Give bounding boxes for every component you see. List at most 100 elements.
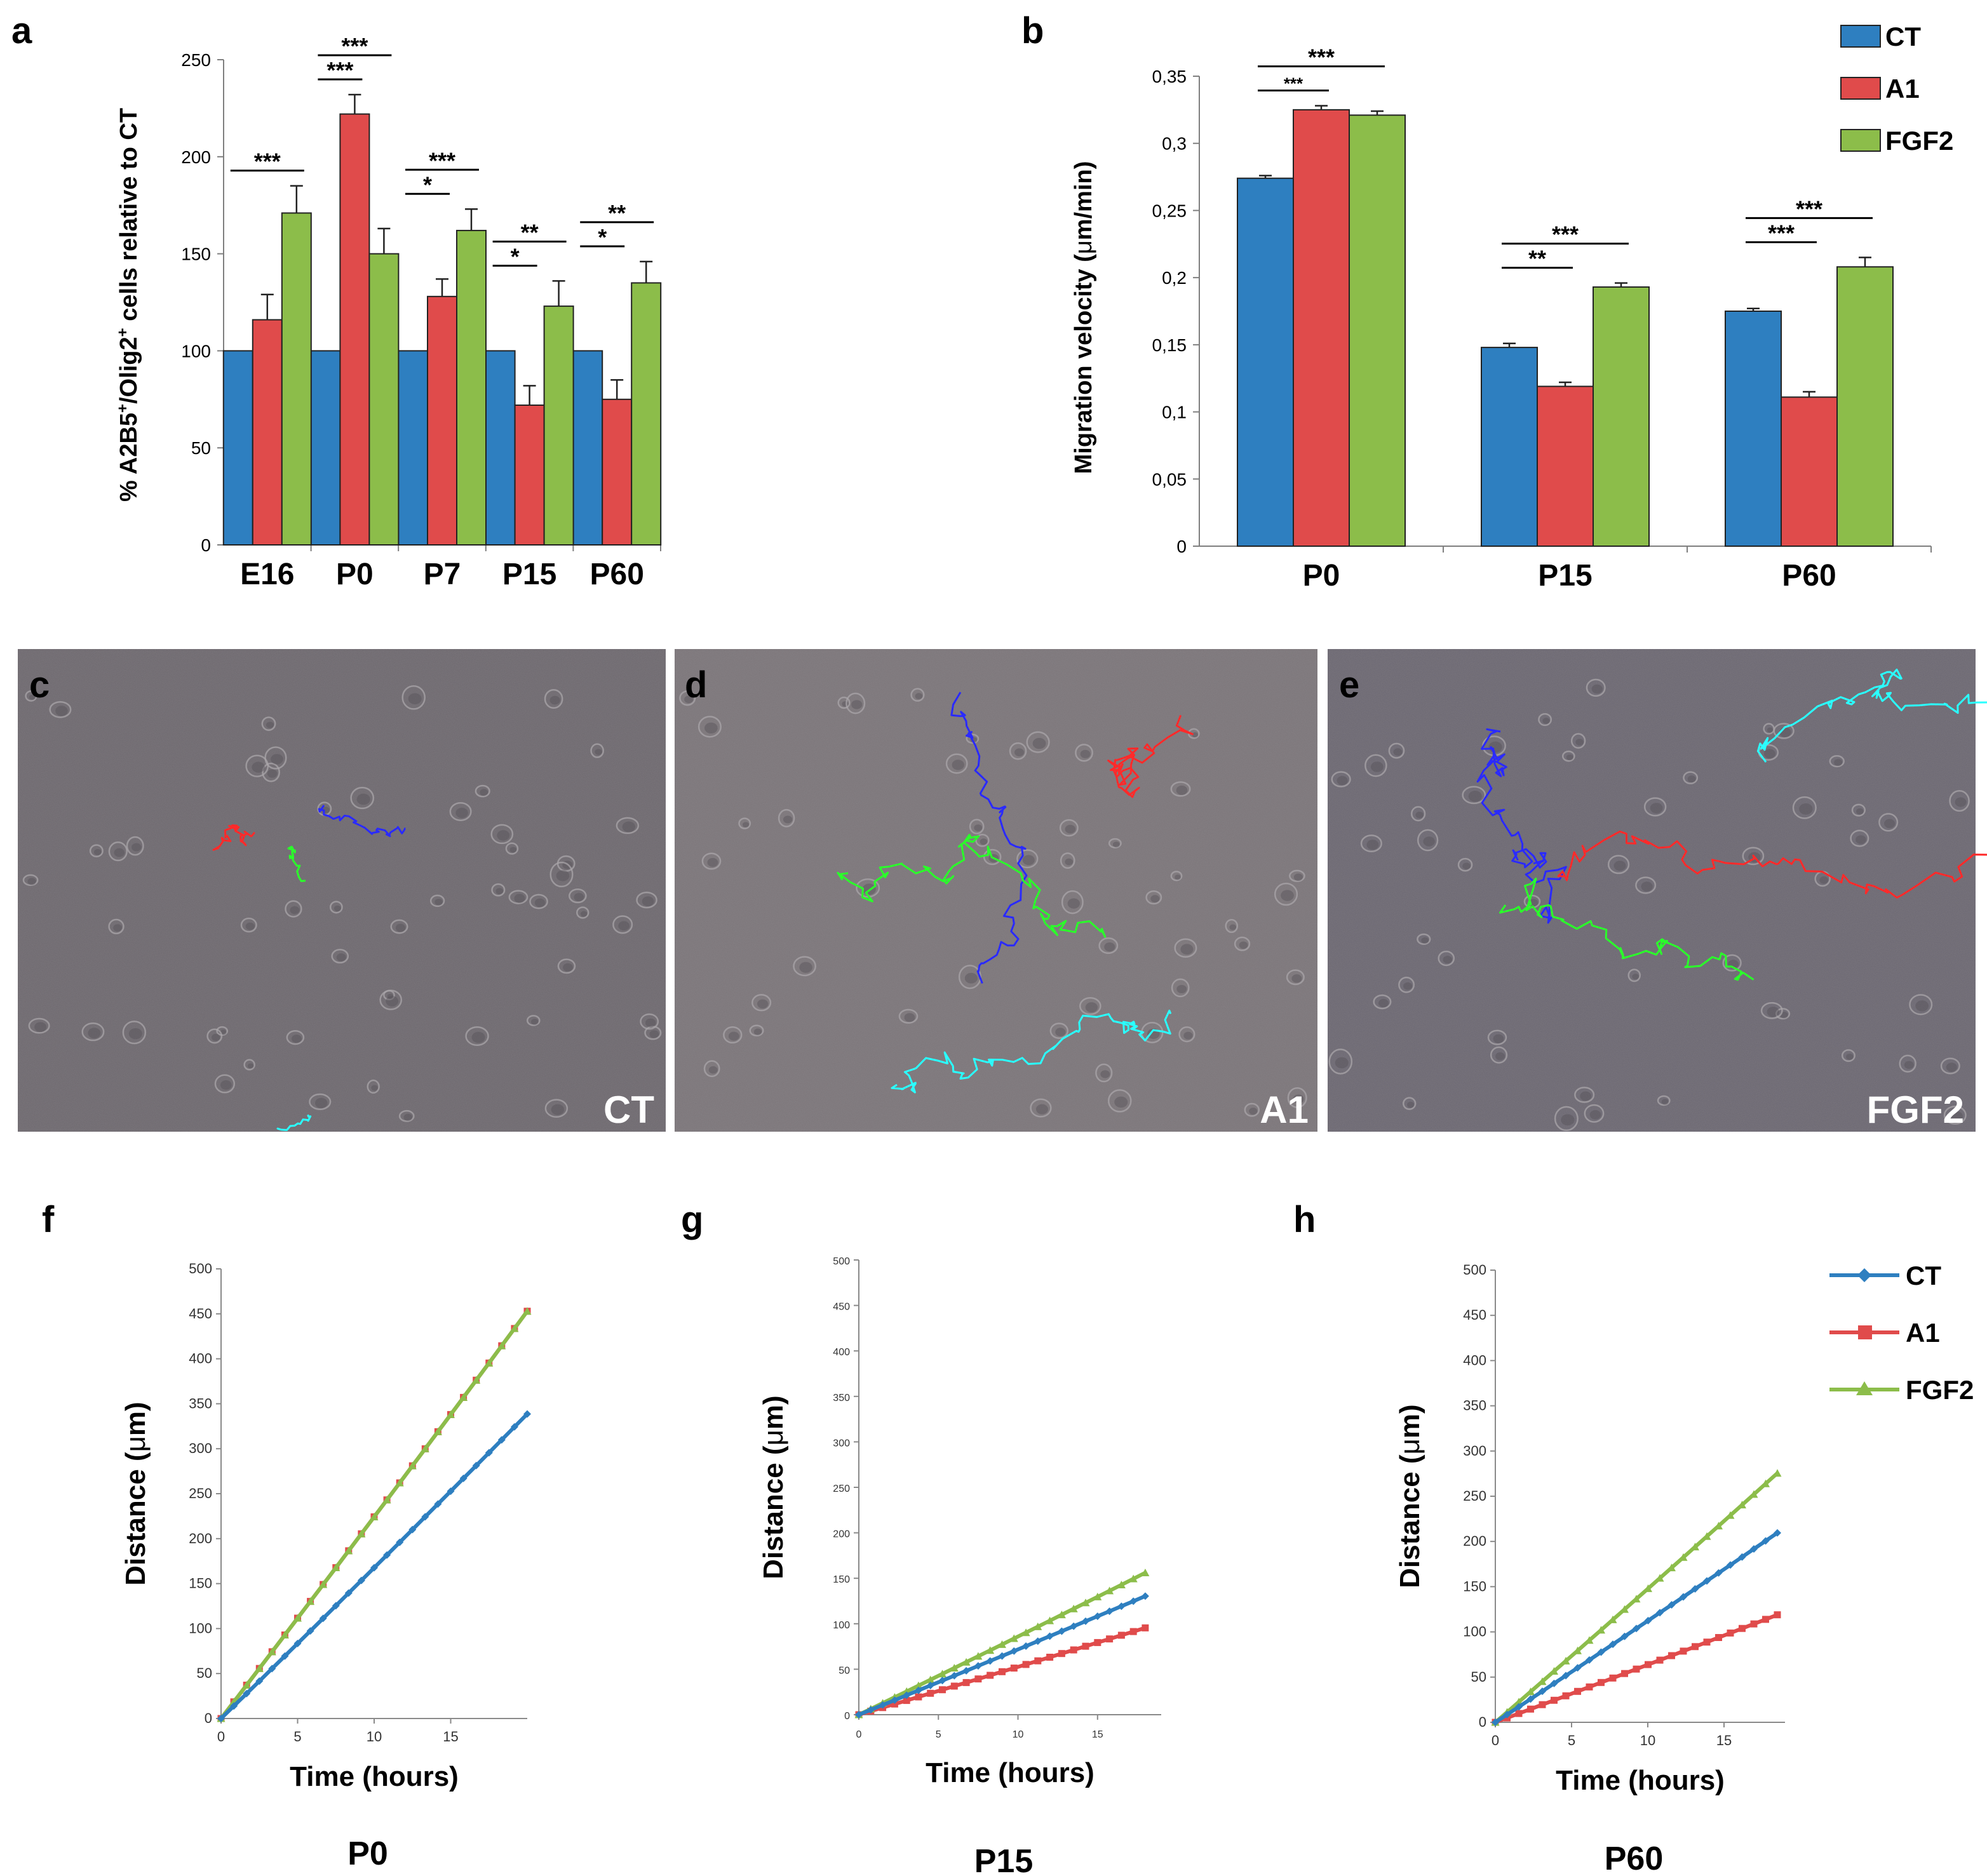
cell-body	[1792, 796, 1817, 819]
cell-body	[640, 1013, 659, 1030]
a-category-label: P0	[336, 558, 374, 591]
b-y-tick-label: 0	[1176, 537, 1187, 556]
cell-shadow	[1421, 937, 1429, 944]
h-y-tick-label: 50	[1471, 1669, 1486, 1685]
cell-body	[1538, 713, 1553, 727]
cell-body	[1171, 978, 1190, 998]
cell-shadow	[1014, 748, 1025, 756]
cell-shadow	[314, 1097, 328, 1109]
micrograph-a1-label: A1	[1260, 1089, 1309, 1131]
cell-body	[1417, 933, 1431, 945]
cell-body	[557, 958, 576, 974]
b-y-axis-label: Migration velocity (μm/min)	[1070, 161, 1097, 474]
cell-body	[856, 878, 880, 898]
cell-body	[1742, 847, 1765, 866]
b-category-label: P0	[1303, 559, 1340, 593]
cell-body	[390, 919, 408, 934]
cell-shadow	[1192, 732, 1199, 738]
cell-body	[429, 894, 445, 908]
cell-shadow	[1112, 841, 1120, 848]
cell-body	[286, 1030, 305, 1045]
cell-body	[1627, 968, 1641, 982]
a-y-tick-label: 200	[181, 147, 211, 167]
cell-shadow	[471, 1031, 485, 1043]
cell-shadow	[915, 693, 923, 700]
g-line-a1	[855, 1624, 1149, 1719]
cell-shadow	[1589, 1109, 1601, 1120]
b-y-tick-label: 0,1	[1162, 403, 1187, 422]
cell-body	[644, 1026, 662, 1040]
cell-shadow	[1946, 1062, 1957, 1072]
cell-body	[1851, 803, 1866, 817]
cell-body	[544, 1099, 569, 1118]
micrograph-ct: c CT	[18, 649, 666, 1132]
cell-shadow	[1423, 836, 1435, 847]
f-x-tick-label: 0	[217, 1729, 225, 1745]
f-line-fgf2	[217, 1307, 532, 1722]
cell-shadow	[1176, 984, 1187, 994]
cell-body	[703, 1060, 720, 1078]
cell-shadow	[1403, 982, 1413, 990]
cell-shadow	[408, 693, 422, 705]
cell-body	[214, 1074, 236, 1094]
cell-body	[1899, 1054, 1916, 1073]
cell-body	[1059, 819, 1079, 837]
cell-body	[1398, 976, 1415, 993]
h-y-axis-label-part: μ	[1394, 1438, 1425, 1454]
cell-body	[1009, 742, 1027, 760]
g-x-tick-label: 5	[936, 1729, 941, 1740]
cell-track	[1756, 668, 1987, 763]
cell-shadow	[1950, 1111, 1963, 1122]
cell-shadow	[1834, 759, 1843, 767]
b-y-tick-label: 0,2	[1162, 268, 1187, 288]
cell-body	[475, 784, 490, 798]
h-legend-label: CT	[1906, 1261, 1941, 1290]
panel-letter-g: g	[681, 1199, 703, 1240]
cell-shadow	[1281, 890, 1294, 901]
panel-letter-f: f	[42, 1199, 55, 1240]
cell-shadow	[266, 721, 274, 728]
h-y-tick-label: 450	[1463, 1307, 1486, 1323]
cell-shadow	[1183, 1031, 1193, 1040]
b-y-tick-label: 0,25	[1152, 201, 1187, 220]
cell-shadow	[1393, 748, 1403, 756]
cell-body	[508, 890, 529, 904]
cell-body	[1174, 938, 1197, 958]
cell-body	[1722, 954, 1742, 972]
micrograph-ct-grain	[18, 649, 666, 1132]
cell-shadow	[1561, 1114, 1575, 1126]
cell-track	[1107, 714, 1194, 798]
cell-shadow	[1856, 835, 1866, 844]
h-y-tick-label: 150	[1463, 1578, 1486, 1594]
h-x-tick-label: 5	[1568, 1732, 1575, 1748]
cell-shadow	[707, 857, 718, 868]
a-y-tick-label: 150	[181, 245, 211, 264]
cell-shadow	[371, 1085, 379, 1091]
cell-shadow	[514, 894, 525, 903]
cell-shadow	[1249, 1108, 1258, 1115]
cell-body	[1462, 786, 1486, 805]
cell-body	[398, 1109, 415, 1122]
cell-body	[1388, 742, 1405, 759]
g-x-tick-label: 15	[1092, 1729, 1103, 1740]
g-x-tick-label: 10	[1013, 1729, 1024, 1740]
cell-track	[287, 845, 306, 882]
b-legend-label: A1	[1885, 74, 1920, 104]
cell-body	[898, 1008, 919, 1024]
cell-body	[1225, 918, 1239, 934]
cell-body	[1016, 849, 1039, 869]
cell-shadow	[1378, 998, 1389, 1008]
cell-shadow	[1293, 873, 1303, 881]
cell-shadow	[556, 870, 570, 881]
cell-body	[1402, 1097, 1417, 1110]
b-bar-fgf2	[1349, 114, 1406, 547]
cell-body	[1170, 781, 1191, 797]
f-y-tick-label: 150	[189, 1576, 212, 1591]
cell-body	[549, 861, 574, 888]
cell-shadow	[1632, 974, 1640, 980]
g-y-axis-label-part: Distance (	[758, 1445, 789, 1579]
g-y-tick-label: 450	[833, 1302, 850, 1313]
a-bar-ct	[572, 350, 603, 546]
cell-track	[891, 1009, 1172, 1094]
